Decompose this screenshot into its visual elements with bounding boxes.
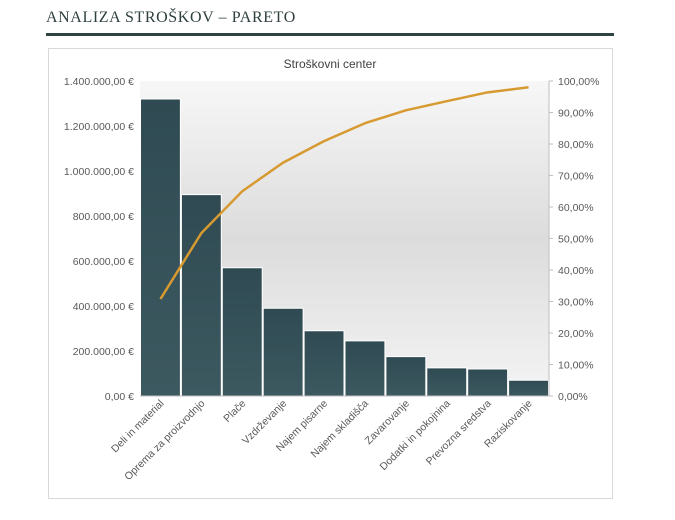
- y2-tick-label: 40,00%: [558, 265, 594, 277]
- y-tick-label: 1.400.000,00 €: [64, 76, 134, 88]
- y-tick-label: 400.000,00 €: [73, 301, 134, 313]
- chart-title: Stroškovni center: [284, 57, 377, 71]
- y2-tick-label: 60,00%: [558, 202, 594, 214]
- y2-tick-label: 50,00%: [558, 234, 594, 246]
- y2-tick-label: 20,00%: [558, 328, 594, 340]
- y2-tick-label: 0,00%: [558, 391, 588, 403]
- bar: [467, 368, 509, 397]
- title-divider: [46, 33, 614, 36]
- bar: [221, 267, 263, 397]
- y2-tick-label: 30,00%: [558, 297, 594, 309]
- y2-tick-label: 10,00%: [558, 360, 594, 372]
- y2-tick-label: 100,00%: [558, 76, 599, 88]
- bar: [180, 194, 222, 397]
- y-tick-label: 1.000.000,00 €: [64, 166, 134, 178]
- bar: [262, 307, 304, 397]
- x-category-label: Plače: [221, 398, 248, 425]
- y2-tick-label: 70,00%: [558, 171, 594, 183]
- x-category-label: Oprema za proizvodnjo: [122, 398, 207, 483]
- cumulative-percent-line: [159, 86, 529, 300]
- y-tick-label: 1.200.000,00 €: [64, 121, 134, 133]
- y-tick-label: 600.000,00 €: [73, 256, 134, 268]
- y2-tick-label: 80,00%: [558, 139, 594, 151]
- bar: [385, 356, 427, 397]
- bar: [344, 340, 386, 397]
- y-tick-label: 0,00 €: [105, 391, 134, 403]
- y-tick-label: 800.000,00 €: [73, 211, 134, 223]
- y2-tick-label: 90,00%: [558, 108, 594, 120]
- x-category-label: Dodatki in pokojnina: [378, 398, 453, 473]
- bar: [140, 98, 181, 397]
- bar: [426, 367, 468, 397]
- y-tick-label: 200.000,00 €: [73, 346, 134, 358]
- page-title: ANALIZA STROŠKOV – PARETO: [46, 9, 296, 26]
- bar: [303, 330, 345, 397]
- bar: [508, 379, 550, 397]
